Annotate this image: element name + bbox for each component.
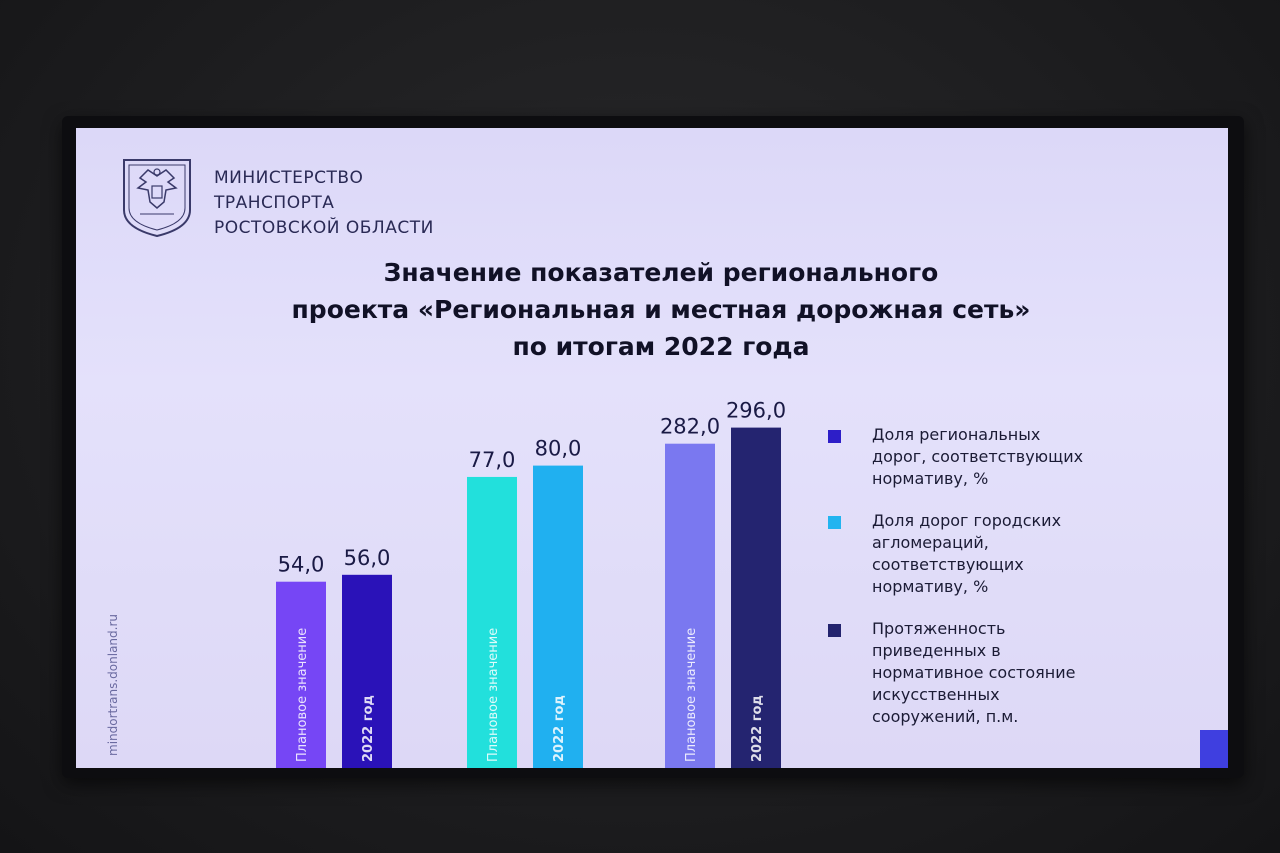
legend-label: Протяженность приведенных в нормативное … [872,619,1076,726]
bar-value-label: 282,0 [660,415,720,439]
slide-title: Значение показателей регионального проек… [226,254,1096,365]
bar-category-label: 2022 год [750,695,765,762]
bar-value-label: 54,0 [278,553,325,577]
ministry-line: МИНИСТЕРСТВО [214,168,364,188]
bar-category-label: 2022 год [361,695,376,762]
legend-item: Протяженность приведенных в нормативное … [828,618,1128,728]
website-url: mindortrans.donland.ru [106,613,120,756]
bar-chart: 54,0 Плановое значение 56,0 2022 год 77,0 Пла… [276,399,786,768]
bar-category-label: 2022 год [552,695,567,762]
chart-legend: Доля региональных дорог, соответствующих… [828,424,1128,748]
chart-bar [467,476,517,768]
chart-bar [342,574,392,768]
corner-accent [1200,730,1228,768]
legend-swatch [828,624,841,637]
bar-value-label: 56,0 [344,546,391,570]
legend-label: Доля региональных дорог, соответствующих… [872,425,1084,488]
legend-swatch [828,430,841,443]
chart-bar [276,581,326,768]
slide-title-line: Значение показателей регионального [383,258,939,287]
ministry-line: ТРАНСПОРТА [214,193,335,213]
chart-bar [533,465,583,768]
chart-bar [731,427,781,768]
chart-bar [665,443,715,768]
legend-item: Доля региональных дорог, соответствующих… [828,424,1128,490]
bar-value-label: 296,0 [726,399,786,423]
slide-title-line: по итогам 2022 года [512,332,810,361]
legend-label: Доля дорог городских агломераций, соотве… [872,511,1062,596]
bar-category-label: Плановое значение [295,628,310,762]
bar-category-label: Плановое значение [684,628,699,762]
ministry-line: РОСТОВСКОЙ ОБЛАСТИ [214,218,434,238]
slide-title-line: проекта «Региональная и местная дорожная… [291,295,1031,324]
legend-swatch [828,516,841,529]
bar-value-label: 80,0 [535,437,582,461]
bar-category-label: Плановое значение [486,628,501,762]
rostov-coat-of-arms-icon [123,159,191,238]
ministry-name: МИНИСТЕРСТВО ТРАНСПОРТА РОСТОВСКОЙ ОБЛАС… [214,166,434,241]
bar-value-label: 77,0 [469,448,516,472]
presentation-slide: МИНИСТЕРСТВО ТРАНСПОРТА РОСТОВСКОЙ ОБЛАС… [76,128,1228,768]
legend-item: Доля дорог городских агломераций, соотве… [828,510,1128,598]
